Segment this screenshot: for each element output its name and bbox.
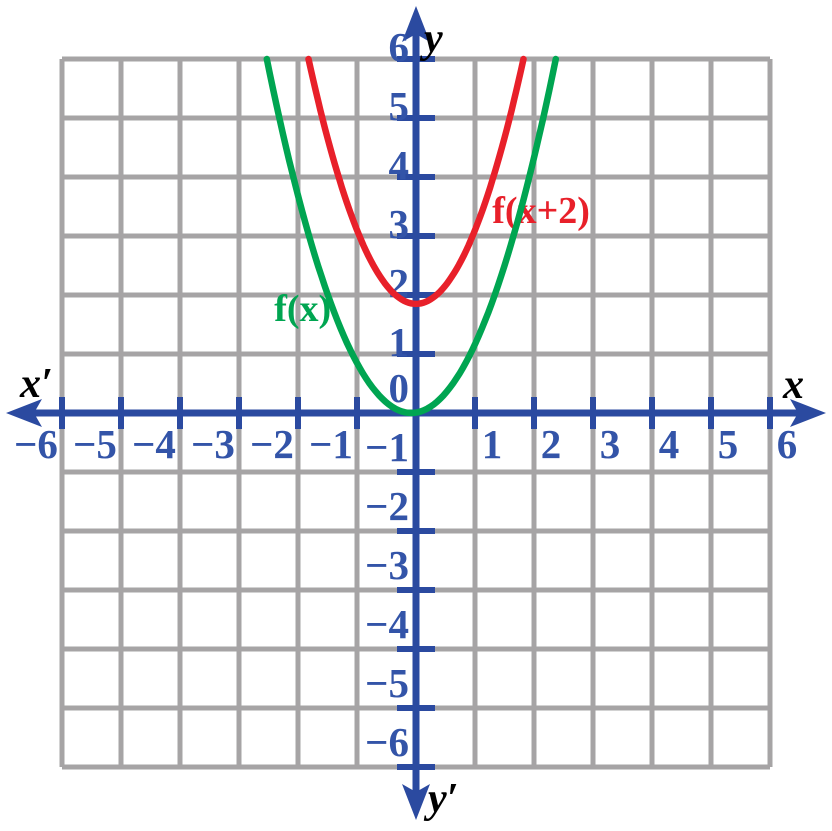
curves xyxy=(263,55,560,417)
y-tick-label-5: 5 xyxy=(389,83,410,129)
right-arrowhead-icon xyxy=(790,399,826,427)
y-tick-label-1: 1 xyxy=(389,319,410,365)
y-tick-label-3: −3 xyxy=(365,542,409,588)
curve-label-f-x: f(x) xyxy=(274,288,331,330)
y-tick-label-3: 3 xyxy=(389,201,410,247)
curve-f-x xyxy=(263,55,560,417)
y-prime-axis-label: y′ xyxy=(423,776,458,822)
y-tick-label-2: −2 xyxy=(365,483,409,529)
y-tick-label-0: 0 xyxy=(389,365,410,411)
y-tick-label-6: −6 xyxy=(365,719,409,765)
left-arrowhead-icon xyxy=(6,399,42,427)
x-prime-axis-label: x′ xyxy=(19,361,53,407)
x-tick-label-3: 3 xyxy=(600,421,621,467)
y-tick-label-5: −5 xyxy=(365,660,409,706)
x-tick-label-5: 5 xyxy=(718,421,739,467)
x-axis-label: x xyxy=(782,362,804,408)
y-tick-label-4: 4 xyxy=(389,142,410,188)
down-arrowhead-icon xyxy=(402,784,430,820)
curve-f-x-2 xyxy=(305,55,527,308)
x-tick-label-4: −4 xyxy=(132,421,176,467)
x-tick-label-6: −6 xyxy=(14,421,58,467)
x-tick-label-2: 2 xyxy=(541,421,562,467)
y-tick-label-4: −4 xyxy=(365,601,409,647)
x-tick-label-1: 1 xyxy=(482,421,503,467)
y-tick-label-1: −1 xyxy=(365,424,409,470)
up-arrowhead-icon xyxy=(402,6,430,42)
x-tick-label-6: 6 xyxy=(777,421,798,467)
y-tick-label-6: 6 xyxy=(389,24,410,70)
x-tick-label-3: −3 xyxy=(191,421,235,467)
axis-ticks xyxy=(59,56,773,770)
x-tick-label-1: −1 xyxy=(309,421,353,467)
x-tick-label-4: 4 xyxy=(659,421,680,467)
x-tick-label-5: −5 xyxy=(73,421,117,467)
curve-label-f-x-plus-2: f(x+2) xyxy=(492,190,590,232)
y-axis-label: y xyxy=(419,16,443,62)
x-tick-label-2: −2 xyxy=(250,421,294,467)
